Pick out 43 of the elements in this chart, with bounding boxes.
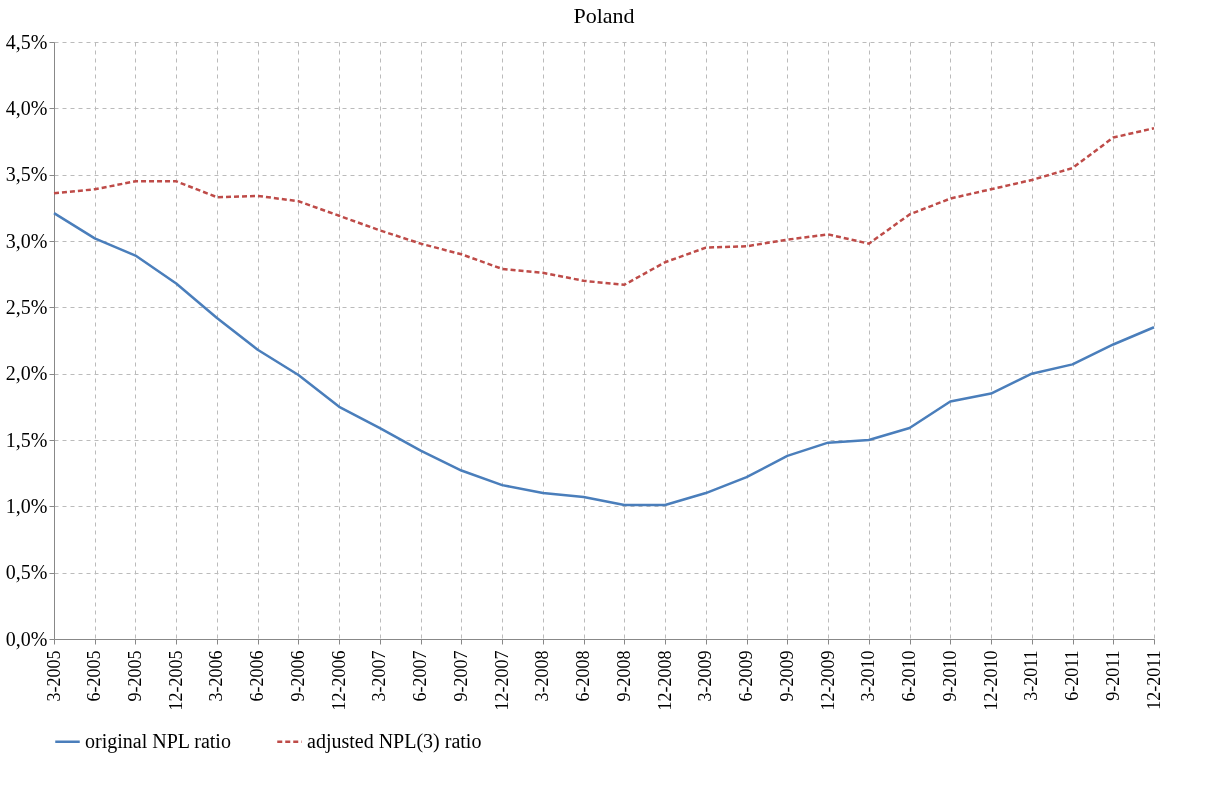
y-tick-label: 0,0%: [5, 627, 48, 650]
x-tick-label: 6-2010: [899, 650, 920, 702]
x-tick-label: 3-2008: [532, 650, 553, 702]
x-tick-label: 3-2009: [695, 650, 716, 702]
x-tick-label: 3-2006: [206, 650, 227, 702]
x-tick-label: 9-2006: [287, 650, 308, 702]
line-series: [52, 126, 1156, 287]
legend-label: original NPL ratio: [85, 729, 231, 753]
x-tick-label: 12-2009: [817, 650, 838, 711]
y-tick-label: 3,0%: [5, 229, 48, 252]
y-tick-label: 1,0%: [5, 494, 48, 517]
y-tick-label: 4,0%: [5, 96, 48, 119]
x-tick-label: 12-2008: [654, 650, 675, 711]
x-tick-label: 9-2005: [124, 650, 145, 702]
x-tick-label: 3-2005: [43, 650, 64, 702]
x-tick-label: 3-2010: [858, 650, 879, 702]
y-tick-label: 2,5%: [5, 295, 48, 318]
x-tick-label: 6-2005: [84, 650, 105, 702]
x-tick-label: 12-2006: [328, 650, 349, 711]
x-tick-label: 6-2011: [1062, 650, 1083, 701]
y-tick-label: 4,5%: [5, 30, 48, 53]
x-tick-label: 12-2010: [980, 650, 1001, 711]
y-tick-label: 1,5%: [5, 428, 48, 451]
chart-title: Poland: [573, 3, 635, 28]
x-tick-label: 9-2007: [450, 650, 471, 702]
x-tick-label: 3-2011: [1021, 650, 1042, 701]
x-tick-label: 6-2009: [736, 650, 757, 702]
x-tick-label: 9-2010: [939, 650, 960, 702]
x-tick-label: 9-2009: [776, 650, 797, 702]
line-series: [52, 211, 1156, 507]
y-tick-label: 0,5%: [5, 561, 48, 584]
x-tick-label: 3-2007: [369, 650, 390, 702]
x-tick-label: 12-2005: [165, 650, 186, 711]
x-tick-label: 12-2007: [491, 650, 512, 711]
legend-label: adjusted NPL(3) ratio: [307, 729, 482, 753]
x-tick-label: 9-2008: [613, 650, 634, 702]
x-tick-label: 6-2006: [247, 650, 268, 702]
x-tick-label: 9-2011: [1102, 650, 1123, 701]
y-tick-label: 2,0%: [5, 362, 48, 385]
x-tick-label: 6-2007: [410, 650, 431, 702]
x-tick-label: 12-2011: [1143, 650, 1164, 710]
x-tick-label: 6-2008: [573, 650, 594, 702]
y-tick-label: 3,5%: [5, 163, 48, 186]
